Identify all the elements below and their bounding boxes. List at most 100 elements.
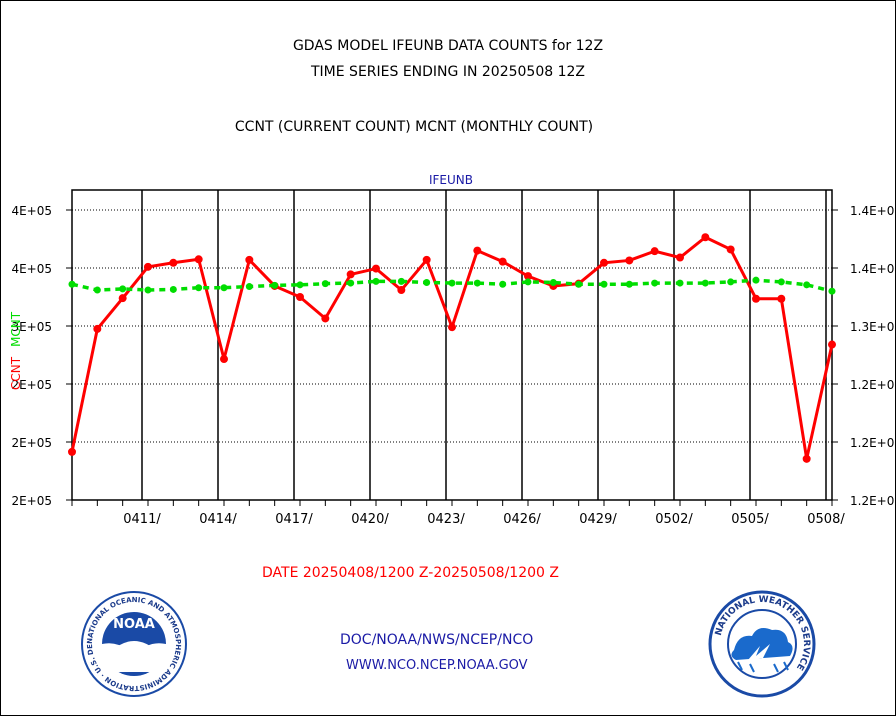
data-point-mcnt — [727, 278, 735, 286]
data-point-mcnt — [321, 280, 329, 288]
series-mcnt — [68, 276, 836, 295]
data-point-mcnt — [195, 284, 203, 292]
data-point-mcnt — [625, 280, 633, 288]
noaa-logo: NATIONAL OCEANIC AND ATMOSPHERIC ADMINIS… — [80, 590, 187, 697]
data-point-ccnt — [372, 264, 380, 273]
data-point-ccnt — [802, 454, 811, 463]
series-layer — [68, 233, 836, 463]
data-point-ccnt — [346, 270, 355, 279]
data-point-ccnt — [473, 246, 482, 255]
y-tick-label-left: 2E+05 — [11, 436, 52, 450]
data-point-ccnt — [245, 255, 254, 264]
data-point-ccnt — [397, 286, 406, 295]
data-point-ccnt — [600, 258, 608, 267]
y-axis-label: CCNTMCNT — [9, 311, 23, 390]
data-point-mcnt — [93, 286, 101, 294]
chart-title-line1: GDAS MODEL IFEUNB DATA COUNTS for 12Z — [292, 38, 604, 54]
data-point-ccnt — [93, 324, 102, 333]
data-point-mcnt — [701, 279, 709, 287]
x-tick-label: 0429/ — [579, 512, 617, 527]
data-point-ccnt — [194, 255, 203, 264]
y-tick-label-left: 3E+05 — [11, 320, 52, 334]
org-line: DOC/NOAA/NWS/NCEP/NCO — [340, 632, 534, 648]
grid-layer — [72, 190, 832, 501]
series-line-ccnt — [70, 235, 834, 460]
data-point-mcnt — [676, 279, 684, 287]
y-tick-label-right: 1.2E+0 — [850, 494, 894, 508]
data-point-mcnt — [144, 286, 152, 294]
data-point-ccnt — [777, 294, 786, 303]
data-point-ccnt — [296, 293, 304, 301]
data-point-mcnt — [473, 279, 481, 287]
chart-title-line2: TIME SERIES ENDING IN 20250508 12Z — [311, 64, 585, 80]
x-tick-label: 0423/ — [427, 512, 465, 527]
data-point-mcnt — [271, 281, 279, 289]
data-point-mcnt — [423, 279, 431, 286]
data-point-mcnt — [245, 283, 253, 291]
data-point-mcnt — [777, 278, 785, 286]
x-tick-labels: 0411/0414/0417/0420/0423/0426/0429/0502/… — [123, 512, 845, 527]
data-point-mcnt — [524, 278, 532, 286]
y-tick-label-left: 2E+05 — [11, 378, 52, 392]
data-point-mcnt — [803, 281, 811, 289]
y-tick-label-left: 4E+05 — [11, 204, 52, 218]
data-point-mcnt — [169, 285, 177, 293]
data-point-ccnt — [448, 323, 456, 332]
data-point-ccnt — [625, 256, 634, 265]
data-point-ccnt — [752, 294, 760, 303]
x-tick-label: 0502/ — [655, 512, 693, 527]
y-tick-labels-right: 1.4E+0 1.4E+0 1.3E+0 1.2E+0 1.2E+0 1.2E+0 — [850, 204, 894, 508]
plot-border — [71, 189, 833, 501]
legend-title: IFEUNB — [429, 173, 473, 187]
y-tick-label-left: 4E+05 — [11, 262, 52, 276]
y-axis-label-text: CCNTMCNT — [9, 311, 23, 390]
x-tick-label: 0411/ — [123, 512, 161, 527]
y-tick-label-right: 1.2E+0 — [850, 436, 894, 450]
data-point-mcnt — [752, 276, 760, 284]
data-point-ccnt — [220, 355, 228, 364]
y-tick-label-left: 2E+05 — [11, 494, 52, 508]
data-point-ccnt — [68, 447, 76, 456]
axes-layer — [66, 189, 838, 506]
data-point-ccnt — [828, 340, 836, 349]
data-point-ccnt — [676, 253, 684, 262]
data-point-mcnt — [448, 279, 456, 287]
x-tick-label: 0508/ — [807, 512, 845, 527]
y-tick-label-right: 1.4E+0 — [850, 204, 894, 218]
data-point-mcnt — [575, 280, 583, 288]
y-tick-label-right: 1.2E+0 — [850, 378, 894, 392]
x-tick-label: 0426/ — [503, 512, 541, 527]
data-point-mcnt — [651, 279, 659, 287]
date-range-label: DATE 20250408/1200 Z-20250508/1200 Z — [262, 565, 559, 581]
chart-subtitle: CCNT (CURRENT COUNT) MCNT (MONTHLY COUNT… — [234, 119, 594, 135]
url-line: WWW.NCO.NCEP.NOAA.GOV — [346, 658, 528, 673]
data-point-mcnt — [296, 281, 304, 289]
data-point-ccnt — [422, 255, 431, 264]
data-point-mcnt — [372, 277, 380, 285]
data-point-mcnt — [600, 280, 608, 288]
data-point-mcnt — [828, 287, 836, 295]
y-tick-labels-left: 4E+05 4E+05 3E+05 2E+05 2E+05 2E+05 — [11, 204, 52, 508]
data-point-ccnt — [524, 272, 532, 281]
data-point-mcnt — [347, 279, 355, 287]
x-tick-label: 0414/ — [199, 512, 237, 527]
noaa-label: NOAA — [113, 617, 155, 632]
data-point-mcnt — [499, 280, 507, 288]
nws-logo: NATIONAL WEATHER SERVICE — [708, 590, 816, 698]
data-point-ccnt — [498, 257, 507, 266]
data-point-mcnt — [397, 277, 405, 285]
x-tick-label: 0420/ — [351, 512, 389, 527]
data-point-ccnt — [701, 233, 710, 242]
data-point-ccnt — [650, 247, 659, 256]
data-point-ccnt — [118, 294, 127, 303]
data-point-mcnt — [68, 280, 76, 288]
y-tick-label-right: 1.4E+0 — [850, 262, 894, 276]
data-point-mcnt — [220, 284, 228, 292]
data-point-ccnt — [169, 258, 178, 267]
x-tick-label: 0417/ — [275, 512, 313, 527]
data-point-mcnt — [119, 285, 127, 293]
data-point-mcnt — [549, 279, 557, 286]
data-point-ccnt — [726, 245, 735, 254]
x-tick-label: 0505/ — [731, 512, 769, 527]
